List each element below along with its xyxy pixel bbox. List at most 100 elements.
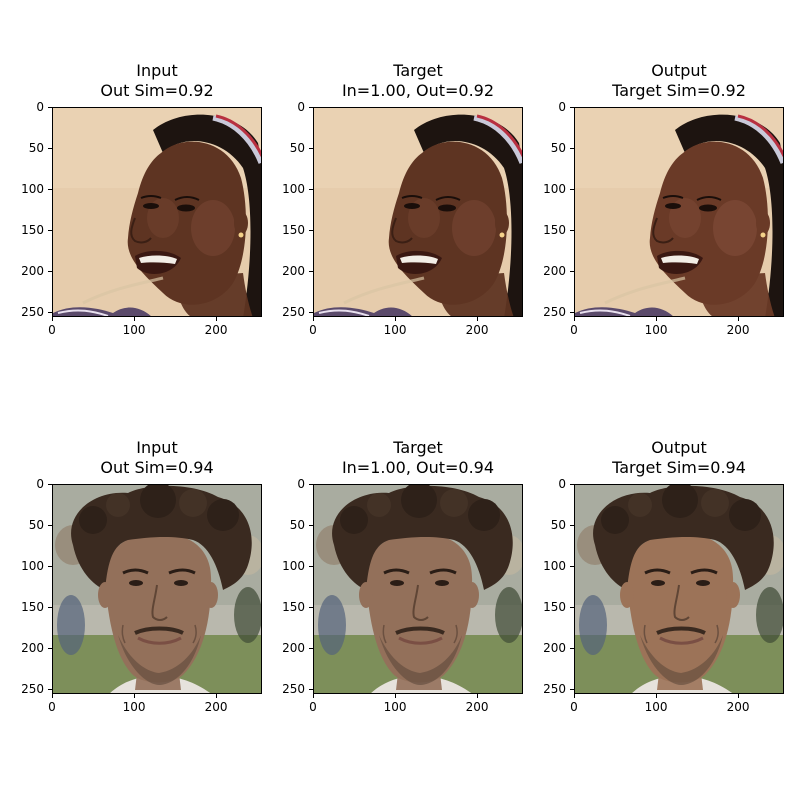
x-tick-mark (52, 317, 53, 321)
x-tick-mark (738, 317, 740, 321)
y-tick-mark (309, 189, 313, 191)
y-tick-mark (48, 189, 52, 191)
y-tick-label: 50 (289, 518, 305, 533)
y-tick-label: 150 (282, 600, 305, 615)
y-tick-mark (309, 271, 313, 273)
x-tick-label: 200 (204, 700, 228, 714)
panel-title-line1: Input (136, 61, 178, 80)
x-tick-label: 200 (465, 323, 489, 337)
face-man-target-image (313, 484, 523, 694)
y-tick-mark (570, 689, 574, 691)
y-tick-label: 150 (282, 223, 305, 238)
face-man-input-panel (52, 484, 262, 694)
y-tick-mark (48, 271, 52, 273)
x-tick-mark (313, 694, 314, 698)
x-tick-label: 100 (122, 700, 146, 714)
y-tick-mark (309, 107, 313, 108)
x-tick-label: 200 (726, 700, 750, 714)
x-tick-mark (52, 694, 53, 698)
panel-title: Target In=1.00, Out=0.92 (288, 61, 548, 101)
y-tick-mark (570, 484, 574, 485)
y-tick-mark (570, 312, 574, 314)
x-tick-label: 0 (309, 323, 317, 337)
x-tick-mark (738, 694, 740, 698)
y-tick-mark (48, 525, 52, 527)
panel-title-line2: Target Sim=0.94 (612, 458, 746, 477)
panel-title-line2: Out Sim=0.92 (100, 81, 214, 100)
y-tick-label: 200 (21, 264, 44, 279)
x-tick-mark (134, 694, 136, 698)
y-tick-mark (570, 271, 574, 273)
y-tick-label: 200 (543, 641, 566, 656)
y-tick-label: 200 (282, 264, 305, 279)
y-tick-label: 250 (21, 305, 44, 320)
y-tick-mark (309, 312, 313, 314)
face-woman-target-panel (313, 107, 523, 317)
face-man-input-image (52, 484, 262, 694)
x-tick-label: 200 (204, 323, 228, 337)
y-tick-label: 0 (558, 477, 566, 491)
y-tick-mark (309, 689, 313, 691)
y-tick-mark (309, 484, 313, 485)
x-tick-mark (313, 317, 314, 321)
y-tick-label: 150 (543, 600, 566, 615)
face-man-output-image (574, 484, 784, 694)
y-tick-mark (309, 607, 313, 609)
y-tick-label: 50 (28, 518, 44, 533)
panel-title-line1: Input (136, 438, 178, 457)
x-tick-mark (134, 317, 136, 321)
x-tick-mark (395, 694, 397, 698)
x-tick-label: 100 (644, 700, 668, 714)
x-tick-mark (477, 317, 479, 321)
panel-title-line1: Target (393, 438, 443, 457)
y-tick-mark (570, 230, 574, 232)
y-tick-label: 0 (297, 477, 305, 491)
panel-title: Input Out Sim=0.92 (27, 61, 287, 101)
x-tick-mark (656, 317, 658, 321)
face-woman-output-panel (574, 107, 784, 317)
y-tick-mark (570, 648, 574, 650)
y-tick-label: 50 (550, 518, 566, 533)
x-tick-label: 0 (570, 323, 578, 337)
face-man-output-panel (574, 484, 784, 694)
y-tick-mark (309, 230, 313, 232)
y-tick-label: 150 (21, 223, 44, 238)
x-tick-label: 100 (383, 323, 407, 337)
panel-title-line1: Output (651, 438, 707, 457)
y-tick-label: 0 (36, 477, 44, 491)
panel-title-line2: Out Sim=0.94 (100, 458, 214, 477)
face-woman-target-image (313, 107, 523, 317)
x-tick-label: 100 (122, 323, 146, 337)
face-man-target-panel (313, 484, 523, 694)
x-tick-label: 100 (383, 700, 407, 714)
x-tick-label: 0 (309, 700, 317, 714)
y-tick-label: 250 (282, 305, 305, 320)
y-tick-mark (570, 189, 574, 191)
x-tick-mark (656, 694, 658, 698)
x-tick-label: 200 (465, 700, 489, 714)
y-tick-mark (48, 689, 52, 691)
y-tick-label: 100 (543, 559, 566, 574)
panel-title-line2: Target Sim=0.92 (612, 81, 746, 100)
y-tick-label: 100 (543, 182, 566, 197)
y-tick-label: 150 (21, 600, 44, 615)
x-tick-mark (574, 317, 575, 321)
x-tick-mark (395, 317, 397, 321)
y-tick-label: 250 (543, 305, 566, 320)
y-tick-label: 0 (36, 100, 44, 114)
y-tick-label: 100 (282, 182, 305, 197)
panel-title: Target In=1.00, Out=0.94 (288, 438, 548, 478)
y-tick-label: 0 (297, 100, 305, 114)
y-tick-label: 200 (21, 641, 44, 656)
y-tick-label: 50 (550, 141, 566, 156)
x-tick-mark (216, 317, 218, 321)
x-tick-label: 200 (726, 323, 750, 337)
x-tick-label: 0 (570, 700, 578, 714)
y-tick-label: 50 (28, 141, 44, 156)
panel-title: Output Target Sim=0.92 (549, 61, 800, 101)
x-tick-label: 100 (644, 323, 668, 337)
y-tick-mark (570, 607, 574, 609)
y-tick-label: 200 (543, 264, 566, 279)
y-tick-label: 50 (289, 141, 305, 156)
y-tick-mark (48, 566, 52, 568)
